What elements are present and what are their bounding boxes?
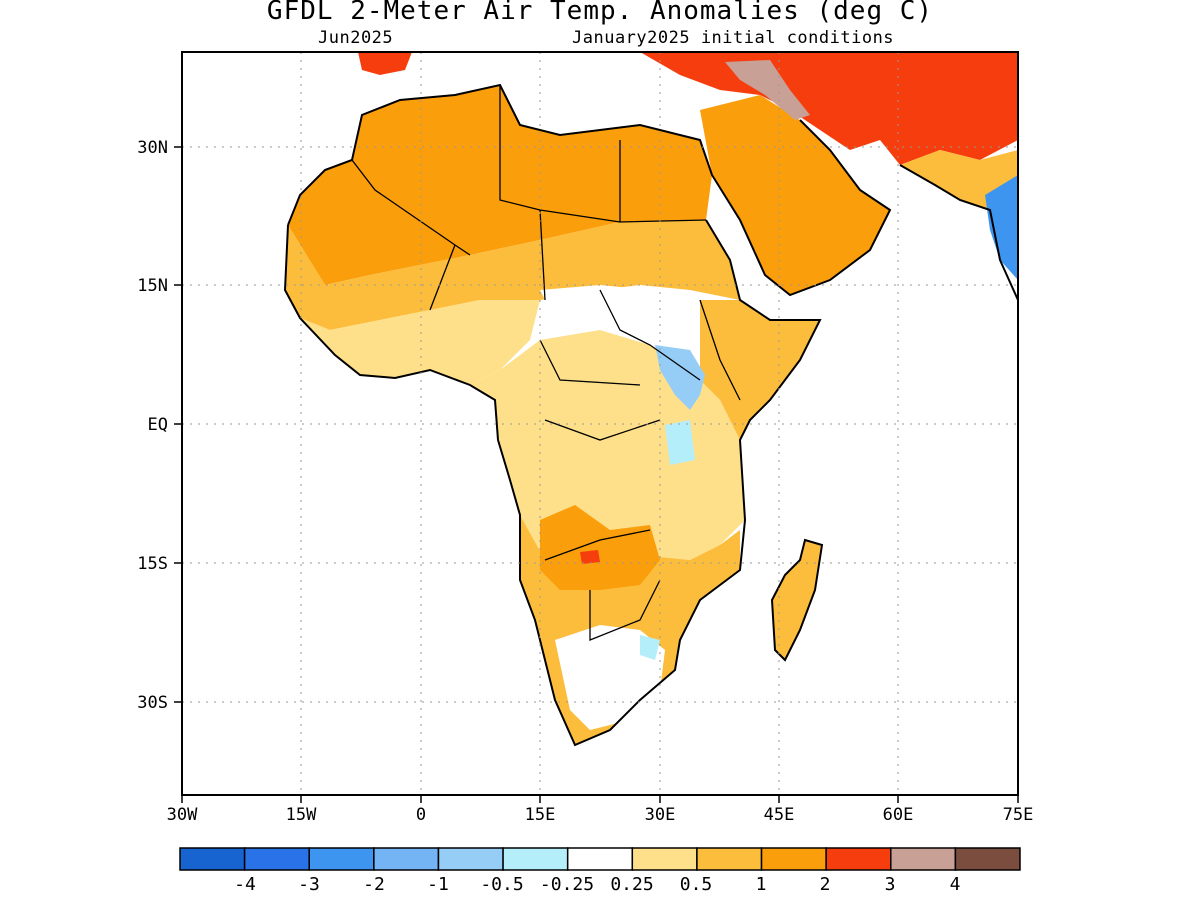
- region-caucasus-muted: [725, 60, 810, 120]
- x-axis-labels: 30W 15W 0 15E 30E 45E 60E 75E: [167, 805, 1034, 825]
- y-axis-labels: 30N 15N EQ 15S 30S: [137, 138, 168, 713]
- colorbar-label: 0.25: [610, 874, 653, 895]
- colorbar-label: -2: [363, 874, 385, 895]
- colorbar-swatch: [825, 847, 892, 871]
- colorbar-swatch: [243, 847, 310, 871]
- x-tick-label: 30E: [645, 805, 676, 825]
- map-fill-layer: [285, 52, 1018, 745]
- colorbar-label: 4: [950, 874, 961, 895]
- colorbar-label: -0.25: [540, 874, 594, 895]
- colorbar-swatch: [373, 847, 440, 871]
- colorbar-label: 3: [885, 874, 896, 895]
- region-iran-hot: [640, 52, 1018, 165]
- x-tick-label: 60E: [883, 805, 914, 825]
- region-angola-hot: [580, 550, 600, 564]
- colorbar-swatch: [566, 847, 634, 871]
- x-tick-label: 0: [416, 805, 426, 825]
- colorbar-label: -1: [427, 874, 449, 895]
- y-tick-label: 15S: [137, 554, 168, 574]
- region-arabia: [700, 95, 890, 295]
- colorbar-swatch: [179, 847, 246, 871]
- colorbar-swatch: [696, 847, 763, 871]
- gridlines: [182, 52, 1018, 795]
- valid-month-label: Jun2025: [318, 28, 394, 48]
- region-lake-victoria-cool: [665, 420, 695, 465]
- colorbar-swatch: [308, 847, 375, 871]
- colorbar-swatch: [760, 847, 827, 871]
- colorbar-swatch: [954, 847, 1021, 871]
- region-india-cool: [985, 175, 1018, 280]
- colorbar-label: -4: [234, 874, 256, 895]
- region-iberia-hot: [358, 52, 412, 75]
- colorbar-swatch: [890, 847, 957, 871]
- y-tick-label: 30S: [137, 693, 168, 713]
- colorbar: [179, 847, 1021, 871]
- colorbar-swatch: [502, 847, 569, 871]
- region-west-africa-coast: [300, 300, 540, 385]
- colorbar-label: -3: [298, 874, 320, 895]
- colorbar-swatch: [437, 847, 504, 871]
- y-tick-label: 30N: [137, 138, 168, 158]
- y-tick-label: 15N: [137, 276, 168, 296]
- x-tick-label: 75E: [1003, 805, 1034, 825]
- colorbar-label: 1: [756, 874, 767, 895]
- colorbar-labels: -4 -3 -2 -1 -0.5 -0.25 0.25 0.5 1 2 3 4: [234, 874, 960, 895]
- colorbar-swatch: [631, 847, 698, 871]
- x-tick-label: 15W: [286, 805, 317, 825]
- region-east-africa-cool: [655, 345, 705, 410]
- initial-conditions-label: January2025 initial conditions: [572, 28, 895, 48]
- colorbar-label: 2: [820, 874, 831, 895]
- tick-marks: [174, 146, 1019, 803]
- map-title: GFDL 2-Meter Air Temp. Anomalies (deg C): [266, 0, 934, 26]
- region-south-africa-cool: [640, 635, 660, 660]
- colorbar-label: -0.5: [480, 874, 523, 895]
- x-tick-label: 45E: [764, 805, 795, 825]
- coastlines: [283, 83, 1018, 747]
- x-tick-label: 30W: [167, 805, 198, 825]
- x-tick-label: 15E: [525, 805, 556, 825]
- region-namibia-warm: [540, 505, 660, 590]
- country-borders: [351, 85, 741, 641]
- region-horn: [700, 300, 820, 440]
- colorbar-label: 0.5: [680, 874, 713, 895]
- region-sahel: [285, 220, 740, 330]
- region-madagascar: [772, 540, 822, 660]
- y-tick-label: EQ: [148, 415, 168, 435]
